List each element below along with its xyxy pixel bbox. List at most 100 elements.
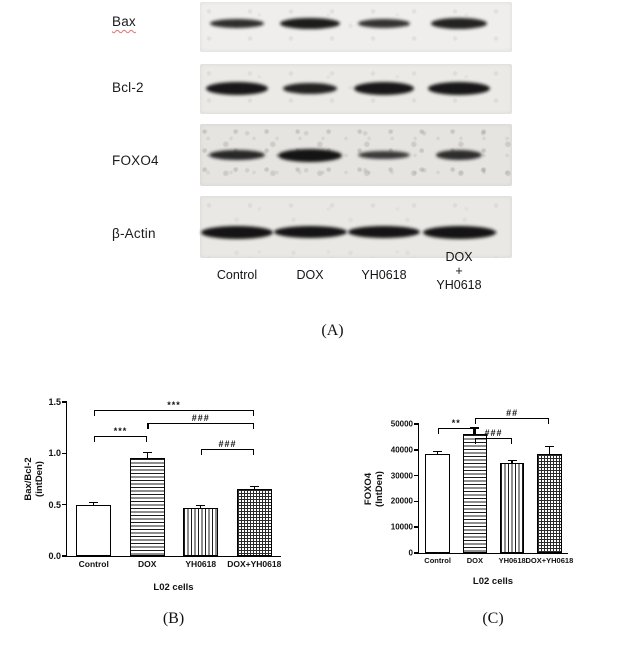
band-bcl2-lane2 (283, 82, 337, 94)
y-tick-label: 1.0 (48, 448, 61, 459)
lane-label-line: DOX (445, 250, 473, 264)
significance-label: *** (113, 426, 128, 436)
band-beta-actin-lane3 (348, 226, 420, 238)
significance-label: *** (167, 400, 181, 410)
band-beta-actin-lane1 (201, 225, 273, 239)
significance-bracket: ** (437, 418, 475, 434)
bracket-end (252, 411, 255, 416)
bracket-end (93, 437, 96, 442)
y-tick (414, 500, 419, 503)
error-bar (253, 487, 255, 490)
significance-label: ### (218, 439, 237, 449)
band-bax-lane2 (280, 17, 340, 29)
y-axis-label-line: (intDen) (34, 461, 45, 497)
bar-yh0618 (183, 507, 219, 556)
bar-dox (462, 434, 488, 553)
blot-strip-bax (200, 2, 512, 52)
significance-bracket: ### (474, 428, 513, 444)
y-tick-label: 40000 (390, 445, 413, 455)
bar-yh0618 (499, 462, 525, 553)
significance-label: ** (451, 418, 461, 428)
blot-strip-bcl2 (200, 64, 512, 114)
lane-label-2: DOX (296, 268, 323, 282)
bracket-end (252, 424, 255, 429)
y-tick (414, 449, 419, 451)
significance-bracket: *** (93, 426, 148, 442)
y-tick (414, 552, 419, 554)
y-tick-label: 50000 (390, 419, 413, 429)
band-foxo4-lane1 (209, 150, 265, 160)
y-tick-label: 10000 (390, 522, 413, 532)
band-beta-actin-lane2 (273, 226, 347, 238)
blot-strip-beta-actin (200, 196, 512, 258)
error-bar (146, 452, 148, 459)
bracket-end (474, 419, 477, 424)
blot-label-bax: Bax (112, 14, 136, 29)
significance-label: ### (484, 428, 503, 438)
lane-label-line: YH0618 (436, 278, 482, 292)
bracket-end (147, 424, 149, 429)
y-tick-label: 1.5 (48, 397, 61, 407)
y-axis-label-line: (IntDen) (374, 471, 385, 507)
y-tick (62, 503, 67, 506)
band-beta-actin-lane4 (422, 225, 496, 239)
band-bax-lane3 (358, 18, 410, 28)
band-bax-lane1 (210, 18, 264, 28)
x-tick-label: DOX+YH0618 (525, 556, 574, 565)
significance-label: ### (191, 413, 210, 423)
error-bar (93, 503, 95, 505)
bracket-end (200, 450, 203, 455)
error-bar-cap (433, 450, 443, 453)
bracket-end (474, 439, 477, 444)
bracket-end (252, 450, 255, 455)
blot-label-bcl2: Bcl-2 (112, 80, 144, 95)
error-bar-cap (142, 451, 152, 453)
x-tick-label: YH0618 (185, 559, 217, 569)
panel-c-chart: FOXO4 (IntDen) 0 10000 20000 30000 40000 50000… (340, 408, 630, 645)
x-tick-label: DOX (466, 556, 484, 565)
y-tick (62, 452, 67, 455)
panel-c-caption: (C) (482, 610, 504, 627)
panel-b-plot-area: 0.0 0.5 1.0 1.5 Control DOX YH0618 DOX+YH0618 **… (48, 397, 281, 569)
bracket-end (473, 429, 475, 434)
blot-strip-foxo4 (200, 124, 512, 186)
bracket-end (145, 437, 148, 442)
lane-label-line: Control (216, 268, 258, 282)
x-tick-label: DOX (138, 559, 157, 569)
bracket-end (437, 429, 440, 434)
panel-b-x-axis-title: L02 cells (153, 582, 194, 593)
error-bar-cap (507, 459, 517, 462)
y-tick-label: 0 (408, 548, 413, 558)
y-axis-label-line: FOXO4 (363, 472, 374, 506)
y-tick-label: 20000 (390, 496, 413, 506)
error-bar-cap (89, 502, 99, 504)
panel-a-western-blot: (A) Bax Bcl-2 FOXO4 β-Actin Control DOX YH0618… (112, 2, 512, 339)
error-bar-cap (544, 446, 554, 448)
band-foxo4-lane4 (436, 150, 482, 160)
significance-bracket: ### (200, 439, 255, 455)
bar-control (425, 453, 450, 553)
y-tick (414, 423, 419, 425)
x-tick-label: Control (78, 559, 109, 569)
blot-label-foxo4: FOXO4 (112, 153, 159, 168)
panel-c-x-axis-title: L02 cells (472, 576, 514, 587)
bracket-end (93, 411, 96, 416)
lane-label-line: DOX (296, 268, 324, 282)
panel-b-caption: (B) (162, 610, 185, 627)
error-bar (548, 447, 551, 454)
band-bax-lane4 (431, 17, 487, 29)
significance-bracket: ## (474, 408, 550, 424)
x-tick-label: YH0618 (498, 556, 526, 565)
y-axis-label-line: Bax/Bcl-2 (23, 457, 34, 501)
lane-label-3: YH0618 (361, 268, 406, 282)
bar-dox+yh0618 (236, 489, 272, 556)
bar-dox (129, 458, 165, 556)
band-foxo4-lane3 (358, 151, 410, 159)
error-bar-cap (196, 504, 206, 506)
blot-label-beta-actin: β-Actin (112, 226, 156, 241)
band-bcl2-lane3 (354, 81, 414, 95)
y-tick (62, 401, 67, 403)
bracket-end (547, 419, 550, 424)
panel-b-y-axis-label: Bax/Bcl-2 (intDen) (23, 457, 45, 500)
